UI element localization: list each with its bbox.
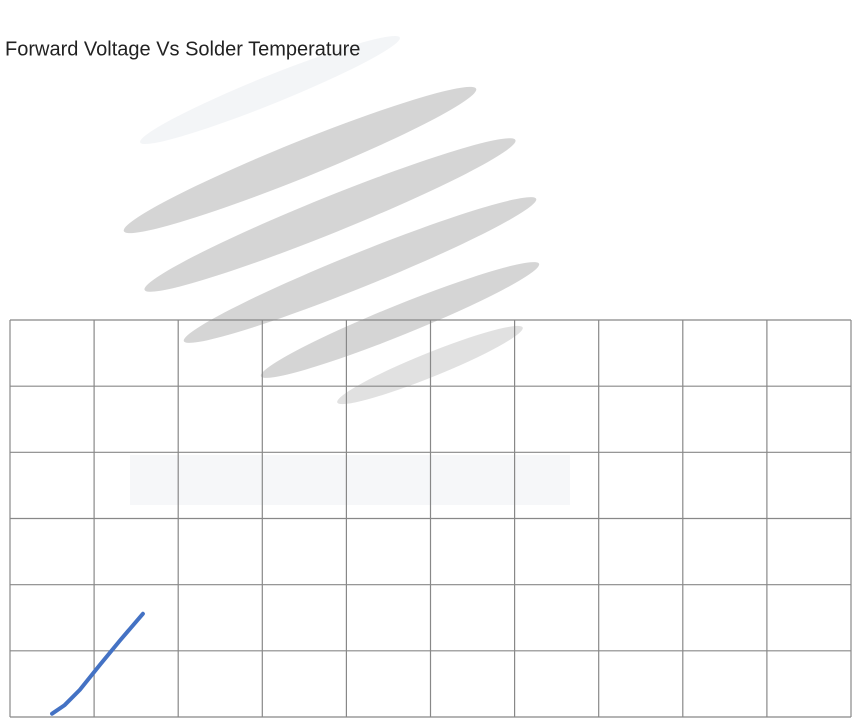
page: {"chart_data": {"type": "line", "title":… bbox=[0, 0, 852, 722]
data-line bbox=[52, 614, 143, 714]
watermark bbox=[117, 25, 570, 505]
chart: Forward Voltage Vs Solder Temperature bbox=[0, 0, 852, 722]
chart-title: Forward Voltage Vs Solder Temperature bbox=[5, 38, 360, 60]
